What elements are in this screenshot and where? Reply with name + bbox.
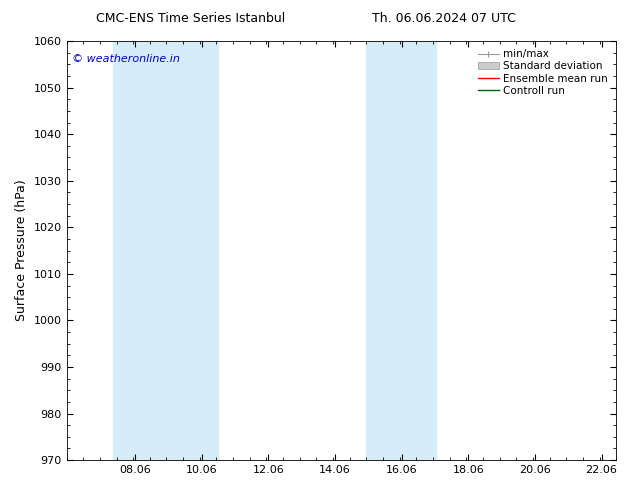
- Legend: min/max, Standard deviation, Ensemble mean run, Controll run: min/max, Standard deviation, Ensemble me…: [475, 46, 611, 99]
- Text: © weatheronline.in: © weatheronline.in: [72, 53, 180, 64]
- Text: CMC-ENS Time Series Istanbul: CMC-ENS Time Series Istanbul: [96, 12, 285, 25]
- Bar: [167, 41, 218, 460]
- Bar: [113, 41, 167, 460]
- Y-axis label: Surface Pressure (hPa): Surface Pressure (hPa): [15, 180, 28, 321]
- Bar: [417, 41, 436, 460]
- Bar: [366, 41, 417, 460]
- Text: Th. 06.06.2024 07 UTC: Th. 06.06.2024 07 UTC: [372, 12, 515, 25]
